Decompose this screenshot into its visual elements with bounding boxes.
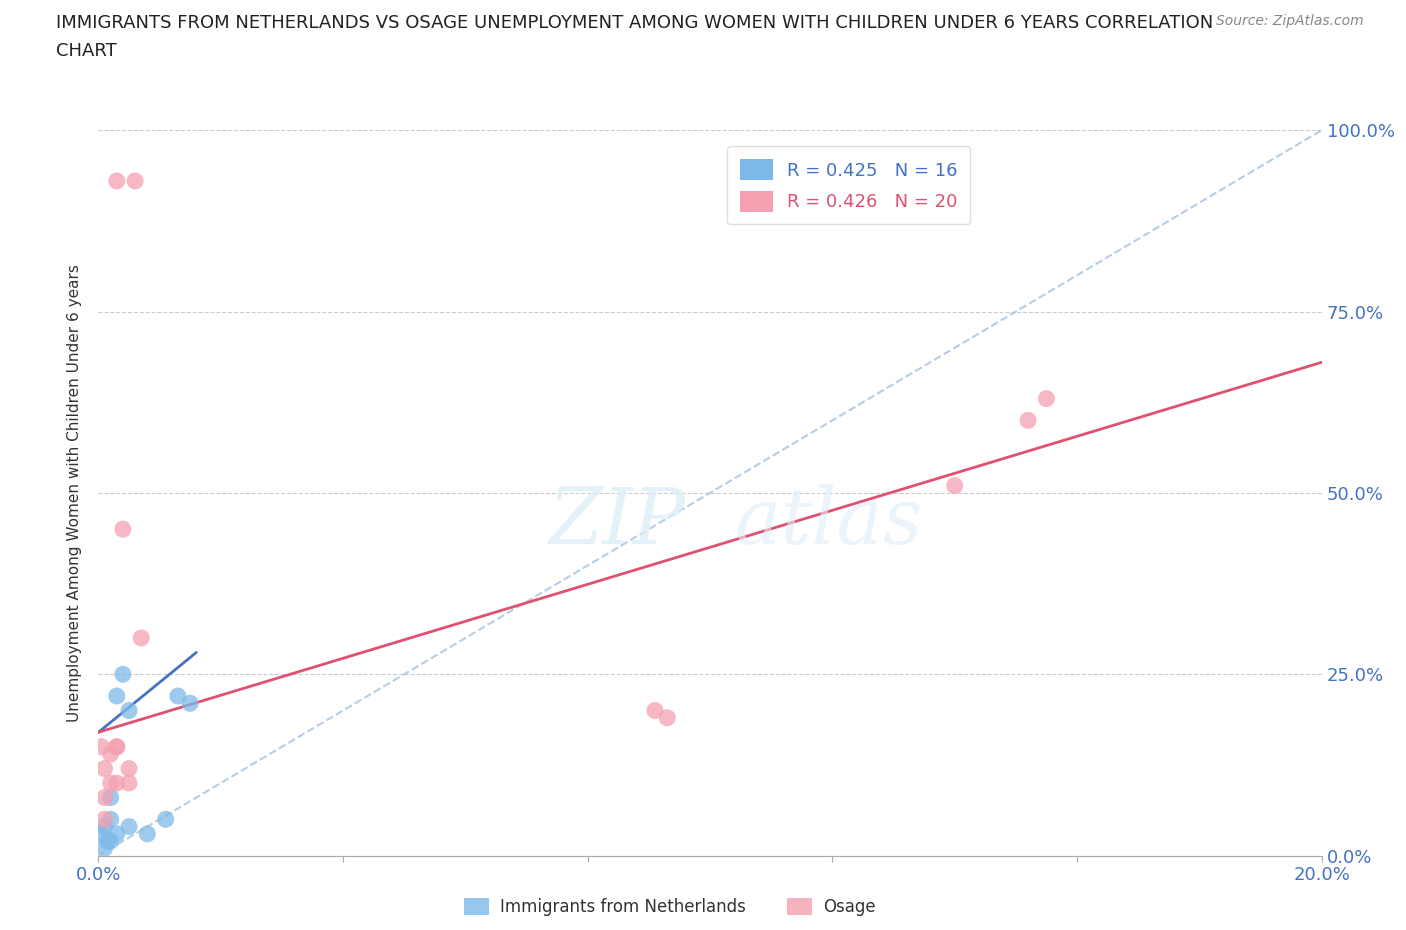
Text: Source: ZipAtlas.com: Source: ZipAtlas.com <box>1216 14 1364 28</box>
Text: ZIP: ZIP <box>548 484 686 560</box>
Text: CHART: CHART <box>56 42 117 60</box>
Point <box>118 776 141 790</box>
Y-axis label: Unemployment Among Women with Children Under 6 years: Unemployment Among Women with Children U… <box>67 264 83 722</box>
Point <box>93 761 115 776</box>
Point <box>100 833 122 848</box>
Point <box>93 812 115 827</box>
Point <box>155 812 177 827</box>
Point <box>179 696 201 711</box>
Point <box>105 739 128 754</box>
Point <box>111 522 134 537</box>
Text: atlas: atlas <box>734 484 924 560</box>
Point <box>105 174 128 189</box>
Point <box>97 833 120 848</box>
Point <box>167 688 190 703</box>
Point <box>105 776 128 790</box>
Point <box>100 776 122 790</box>
Point <box>657 711 679 725</box>
Point <box>118 819 141 834</box>
Point <box>1017 413 1039 428</box>
Point <box>105 739 128 754</box>
Point <box>100 812 122 827</box>
Point <box>118 761 141 776</box>
Point <box>93 841 115 856</box>
Point <box>1035 392 1057 406</box>
Point <box>100 747 122 762</box>
Text: Osage: Osage <box>824 897 876 916</box>
Point <box>90 827 112 842</box>
Text: Immigrants from Netherlands: Immigrants from Netherlands <box>501 897 745 916</box>
Point <box>93 819 115 834</box>
Legend: R = 0.425   N = 16, R = 0.426   N = 20: R = 0.425 N = 16, R = 0.426 N = 20 <box>727 147 970 224</box>
Point <box>136 827 159 842</box>
Point <box>105 827 128 842</box>
Point <box>943 478 966 493</box>
Point <box>124 174 146 189</box>
Point <box>93 790 115 805</box>
Point <box>111 667 134 682</box>
Point <box>105 688 128 703</box>
Point <box>100 790 122 805</box>
Point <box>118 703 141 718</box>
Point <box>644 703 666 718</box>
Point <box>129 631 152 645</box>
Point <box>90 739 112 754</box>
Text: IMMIGRANTS FROM NETHERLANDS VS OSAGE UNEMPLOYMENT AMONG WOMEN WITH CHILDREN UNDE: IMMIGRANTS FROM NETHERLANDS VS OSAGE UNE… <box>56 14 1213 32</box>
